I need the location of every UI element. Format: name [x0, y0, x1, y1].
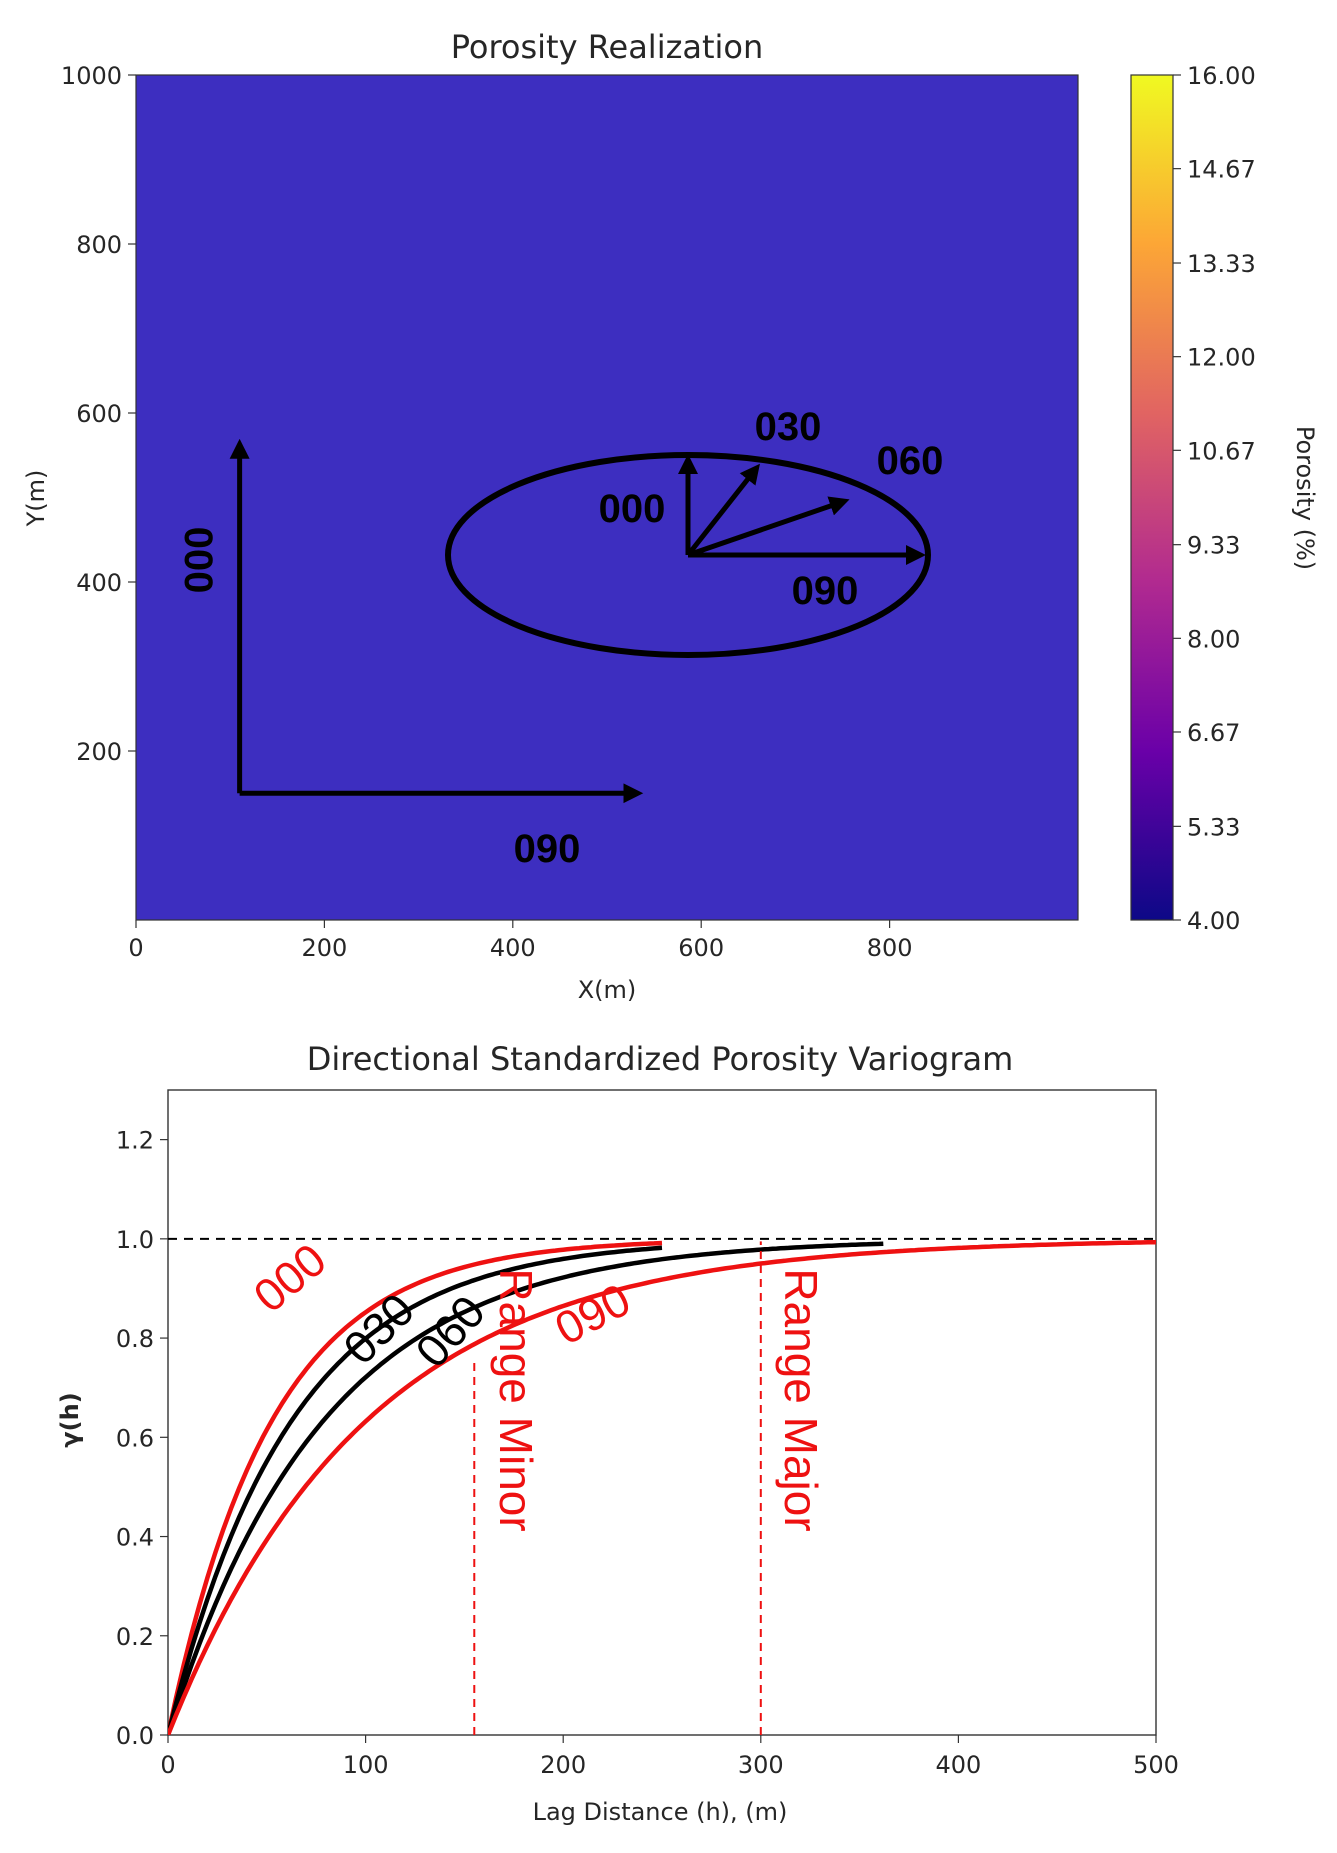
- series-line-030: [168, 1245, 663, 1735]
- x-tick-label: 400: [490, 934, 536, 962]
- colorbar-tick-label: 10.67: [1187, 437, 1256, 465]
- heatmap-frame: [135, 74, 1079, 921]
- chart2-x-ticks: 0 100 200 300 400 500: [160, 1735, 1179, 1779]
- y-tick-label: 0.6: [116, 1424, 154, 1452]
- chart2-y-ticks: 0.0 0.2 0.4 0.6 0.8 1.0 1.2: [116, 1127, 168, 1750]
- x-tick-label: 800: [867, 934, 913, 962]
- y-tick-label: 400: [76, 569, 122, 597]
- colorbar-tick-label: 13.33: [1187, 250, 1256, 278]
- axis-arrow-label-000: 000: [176, 527, 220, 594]
- colorbar-tick-label: 6.67: [1187, 719, 1240, 747]
- chart1-y-label: Y(m): [22, 470, 50, 528]
- x-tick-label: 600: [678, 934, 724, 962]
- colorbar-tick-label: 9.33: [1187, 532, 1240, 560]
- y-tick-label: 1.2: [116, 1127, 154, 1155]
- y-tick-label: 600: [76, 400, 122, 428]
- colorbar-ticks: 4.00 5.33 6.67 8.00 9.33 10.67 12.00 13.33 14.67…: [1173, 62, 1256, 935]
- chart2-title: Directional Standardized Porosity Variog…: [307, 1040, 1014, 1078]
- y-tick-label: 0.2: [116, 1623, 154, 1651]
- x-tick-label: 200: [540, 1751, 586, 1779]
- chart2-y-label: γ(h): [56, 1392, 84, 1447]
- variogram-plot-area: [167, 1089, 1157, 1736]
- colorbar-tick-label: 14.67: [1187, 156, 1256, 184]
- y-tick-label: 0.8: [116, 1325, 154, 1353]
- colorbar-tick-label: 12.00: [1187, 344, 1256, 372]
- chart2-x-label: Lag Distance (h), (m): [533, 1798, 788, 1826]
- series-line-060: [168, 1241, 884, 1735]
- chart1-y-ticks: 200 400 600 800 1000: [61, 62, 136, 766]
- direction-arrow-060: [687, 496, 850, 558]
- variogram-chart: Directional Standardized Porosity Variog…: [56, 1040, 1179, 1826]
- direction-arrow-label-060: 060: [877, 439, 944, 483]
- porosity-chart: Porosity Realization 0 200 400 600 800 200 40…: [22, 28, 1319, 1004]
- chart1-title: Porosity Realization: [451, 28, 764, 66]
- range-label: Range Major: [775, 1268, 827, 1531]
- x-tick-label: 300: [738, 1751, 784, 1779]
- variogram-series: [168, 1237, 1156, 1735]
- direction-arrow-030: [686, 463, 760, 557]
- direction-arrow-label-000: 000: [599, 487, 666, 531]
- colorbar-tick-label: 4.00: [1187, 907, 1240, 935]
- y-tick-label: 0.0: [116, 1722, 154, 1750]
- chart1-x-label: X(m): [578, 976, 637, 1004]
- axis-arrow-label-090: 090: [514, 827, 581, 871]
- y-tick-label: 200: [76, 738, 122, 766]
- y-tick-label: 1.0: [116, 1226, 154, 1254]
- series-line-000: [168, 1240, 663, 1735]
- x-tick-label: 400: [935, 1751, 981, 1779]
- x-tick-label: 200: [301, 934, 347, 962]
- direction-arrow-label-090: 090: [792, 569, 859, 613]
- colorbar-tick-label: 8.00: [1187, 625, 1240, 653]
- colorbar-label: Porosity (%): [1291, 426, 1319, 570]
- direction-arrow-label-030: 030: [755, 405, 822, 449]
- x-tick-label: 100: [343, 1751, 389, 1779]
- x-tick-label: 0: [128, 934, 143, 962]
- y-tick-label: 1000: [61, 62, 122, 90]
- x-tick-label: 500: [1133, 1751, 1179, 1779]
- heatmap-field: [136, 75, 1078, 920]
- range-label: Range Minor: [490, 1268, 542, 1531]
- direction-annotations: 000 090 000 030 060 090: [176, 405, 943, 871]
- y-tick-label: 0.4: [116, 1524, 154, 1552]
- x-tick-label: 0: [160, 1751, 175, 1779]
- chart1-x-ticks: 0 200 400 600 800: [128, 920, 913, 962]
- colorbar-tick-label: 16.00: [1187, 62, 1256, 90]
- series-line-090: [168, 1239, 1156, 1735]
- y-tick-label: 800: [76, 231, 122, 259]
- colorbar: [1130, 74, 1174, 921]
- colorbar-tick-label: 5.33: [1187, 813, 1240, 841]
